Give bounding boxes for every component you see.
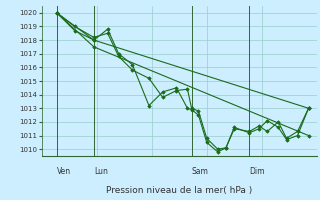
Text: Dim: Dim [249,166,265,176]
Text: Pression niveau de la mer( hPa ): Pression niveau de la mer( hPa ) [106,186,252,195]
Text: Lun: Lun [94,166,108,176]
Text: Sam: Sam [192,166,208,176]
Text: Ven: Ven [57,166,71,176]
